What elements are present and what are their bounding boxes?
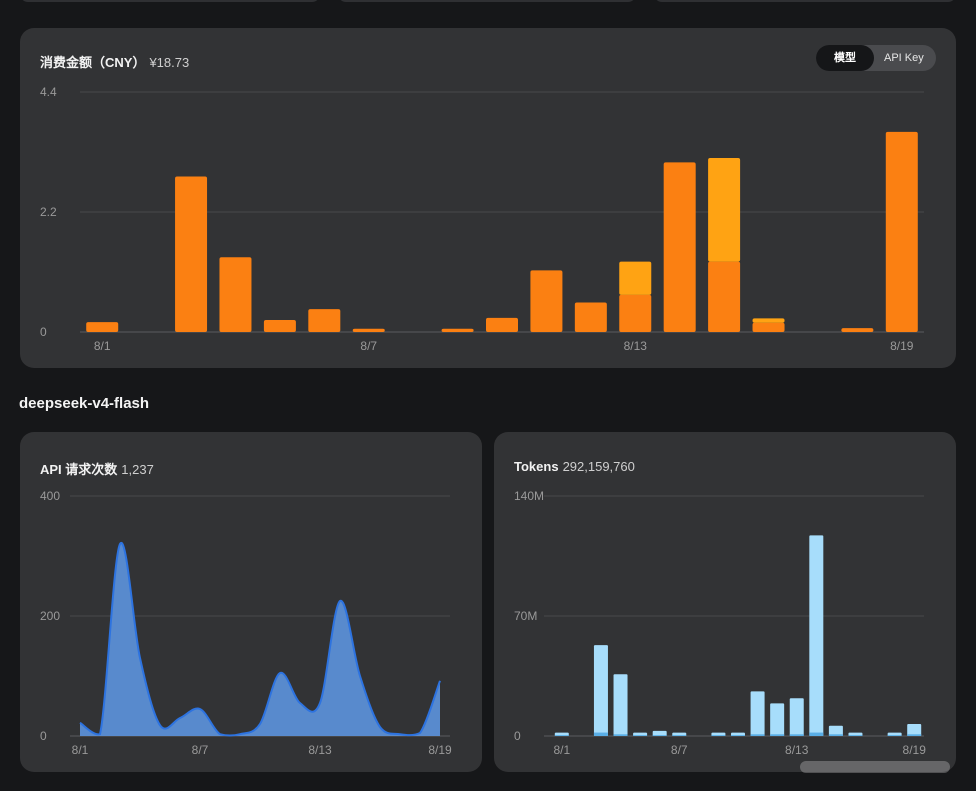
tokens-bar-segment xyxy=(731,735,745,736)
requests-x-tick-label: 8/1 xyxy=(72,743,89,757)
tokens-bar xyxy=(633,732,648,736)
requests-card: API 请求次数 1,237 0 200 400 8/1 8/7 8/13 8/19 xyxy=(20,432,482,772)
requests-y-tick-label: 200 xyxy=(40,609,60,623)
cost-bar xyxy=(574,302,607,332)
tokens-bar-segment xyxy=(711,735,726,736)
tokens-bar-segment xyxy=(672,735,687,736)
cost-y-tick-label: 2.2 xyxy=(40,205,57,219)
requests-x-tick-label: 8/19 xyxy=(428,743,452,757)
requests-y-tick-label: 400 xyxy=(40,489,60,503)
cost-x-tick-label: 8/13 xyxy=(624,339,648,353)
tokens-bar-segment xyxy=(770,734,785,736)
tokens-bar xyxy=(789,698,804,736)
watermark-logo xyxy=(800,761,950,773)
cost-bar xyxy=(175,176,208,332)
tokens-bar xyxy=(672,732,687,736)
tokens-bar-segment xyxy=(554,735,569,736)
cost-bar xyxy=(619,294,652,332)
tokens-bar xyxy=(770,703,785,736)
tokens-bar-segment xyxy=(789,734,804,736)
cost-bar-segment xyxy=(752,318,785,323)
cost-bar-segment xyxy=(708,158,741,262)
tokens-bar xyxy=(828,725,843,736)
tokens-bar xyxy=(613,674,628,736)
tokens-x-tick-label: 8/13 xyxy=(785,743,809,757)
tokens-y-tick-label: 0 xyxy=(514,729,521,743)
tokens-title-label: Tokens xyxy=(514,459,559,474)
tokens-bar-segment xyxy=(809,732,824,736)
cost-x-tick-label: 8/7 xyxy=(360,339,377,353)
tokens-bar-segment xyxy=(750,734,765,736)
toggle-apikey-button[interactable]: API Key xyxy=(884,52,924,64)
tokens-bar xyxy=(711,732,726,736)
tokens-bar-segment xyxy=(907,734,922,736)
cost-bar xyxy=(263,320,296,332)
cost-bar xyxy=(841,328,874,332)
tokens-bar-segment xyxy=(593,732,608,736)
tokens-bar xyxy=(554,732,569,736)
cost-title: 消费金额（CNY） ¥18.73 xyxy=(40,52,189,71)
tokens-bar-segment xyxy=(633,735,648,736)
tokens-total: 292,159,760 xyxy=(562,459,635,474)
cost-bar xyxy=(885,131,918,332)
cost-bar xyxy=(708,261,741,332)
tokens-bar xyxy=(593,645,608,736)
tokens-bar xyxy=(809,535,824,736)
cost-chart: 0 2.2 4.4 8/1 8/7 8/13 8/19 xyxy=(40,85,924,353)
tokens-bar-segment xyxy=(652,735,667,736)
summary-card-3 xyxy=(654,0,956,2)
tokens-bar xyxy=(750,691,765,736)
cost-bar xyxy=(752,322,785,332)
cost-y-tick-label: 0 xyxy=(40,325,47,339)
tokens-x-tick-label: 8/7 xyxy=(671,743,688,757)
requests-title-label: API 请求次数 xyxy=(40,462,118,477)
tokens-x-tick-label: 8/19 xyxy=(903,743,927,757)
requests-title: API 请求次数 1,237 xyxy=(40,459,154,478)
requests-y-tick-label: 0 xyxy=(40,729,47,743)
tokens-y-tick-label: 70M xyxy=(514,609,537,623)
cost-card: 消费金额（CNY） ¥18.73 模型 API Key 0 2.2 4.4 8/1 8/7… xyxy=(20,28,956,368)
tokens-card: Tokens 292,159,760 0 70M 140M 8/1 8/7 8/13 8/19 xyxy=(494,432,956,772)
summary-card-2 xyxy=(338,0,636,2)
tokens-y-tick-label: 140M xyxy=(514,489,544,503)
tokens-bar-segment xyxy=(848,735,863,736)
requests-area xyxy=(80,542,440,736)
cost-y-tick-label: 4.4 xyxy=(40,85,57,99)
view-toggle: 模型 API Key xyxy=(816,45,936,71)
summary-card-1 xyxy=(20,0,320,2)
requests-total: 1,237 xyxy=(121,462,154,477)
toggle-model-button[interactable]: 模型 xyxy=(816,45,874,71)
cost-x-tick-label: 8/19 xyxy=(890,339,914,353)
cost-bar xyxy=(86,322,119,332)
requests-line xyxy=(79,541,441,737)
tokens-bar xyxy=(848,732,863,736)
cost-x-tick-label: 8/1 xyxy=(94,339,111,353)
model-section-title: deepseek-v4-flash xyxy=(19,395,150,412)
cost-bar xyxy=(352,328,385,332)
cost-bar-segment xyxy=(619,261,652,295)
tokens-bar xyxy=(652,730,667,736)
tokens-bar-segment xyxy=(613,734,628,736)
cost-bar xyxy=(530,270,563,332)
tokens-title: Tokens 292,159,760 xyxy=(514,459,635,474)
cost-title-label: 消费金额（CNY） xyxy=(40,55,146,70)
cost-bar xyxy=(441,328,474,332)
tokens-x-tick-label: 8/1 xyxy=(553,743,570,757)
requests-chart: 0 200 400 8/1 8/7 8/13 8/19 xyxy=(40,489,452,757)
tokens-bar xyxy=(731,732,745,736)
tokens-bar xyxy=(887,732,902,736)
cost-total: ¥18.73 xyxy=(149,55,190,70)
tokens-bar-segment xyxy=(887,735,902,736)
cost-bar xyxy=(663,162,696,332)
cost-bar xyxy=(308,309,341,332)
tokens-bar xyxy=(907,724,922,736)
requests-x-tick-label: 8/13 xyxy=(308,743,332,757)
requests-x-tick-label: 8/7 xyxy=(192,743,209,757)
tokens-chart: 0 70M 140M 8/1 8/7 8/13 8/19 xyxy=(514,489,927,757)
cost-bar xyxy=(486,317,518,332)
tokens-bar-segment xyxy=(828,734,843,736)
cost-bar xyxy=(219,257,252,332)
